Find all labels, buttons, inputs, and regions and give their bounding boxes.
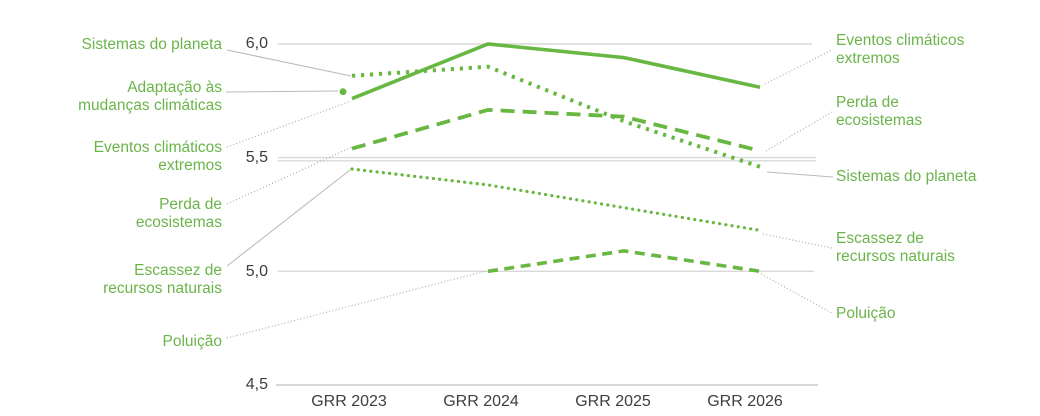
leader-left-poluicao (226, 270, 487, 339)
label-right-perda-de-ecosistemas: Perda de ecosistemas (836, 94, 923, 129)
label-left-poluicao: Poluição (162, 333, 222, 350)
x-tick-grr-2023: GRR 2023 (311, 393, 387, 410)
leader-right-poluicao (760, 273, 833, 314)
y-tick-6-0: 6,0 (245, 35, 268, 52)
line-poluicao (487, 249, 761, 274)
line-escassez-de-recursos-naturais (350, 167, 762, 232)
label-left-escassez-recursos-naturais: Escassez de recursos naturais (103, 262, 222, 297)
line-eventos-climaticos-extremos (351, 42, 761, 101)
label-right-eventos-climaticos-extremos: Eventos climáticos extremos (836, 32, 965, 67)
line-sistemas-do-planeta (351, 64, 761, 169)
y-tick-5-0: 5,0 (245, 263, 268, 280)
label-left-eventos-climaticos-extremos: Eventos climáticos extremos (93, 139, 222, 174)
y-tick-4-5: 4,5 (245, 376, 268, 393)
label-left-adaptacao-mudancas-climaticas: Adaptação às mudanças climáticas (78, 79, 222, 114)
leader-left-sistemas (226, 49, 352, 77)
line-perda-de-ecosistemas (351, 107, 761, 153)
label-right-sistemas-do-planeta: Sistemas do planeta (836, 168, 977, 185)
y-tick-5-5: 5,5 (245, 149, 268, 166)
leader-right-sistemas (766, 171, 834, 178)
label-left-perda-de-ecosistemas: Perda de ecosistemas (135, 196, 222, 231)
point-adaptacao-as-mudancas-climaticas (339, 88, 347, 96)
leader-left-escassez (226, 169, 351, 267)
leader-right-escassez (762, 233, 833, 249)
label-right-escassez-recursos-naturais: Escassez de recursos naturais (836, 230, 955, 265)
x-tick-grr-2024: GRR 2024 (443, 393, 519, 410)
label-left-sistemas-do-planeta: Sistemas do planeta (81, 36, 222, 53)
x-tick-grr-2025: GRR 2025 (575, 393, 651, 410)
leader-left-adaptacao (225, 90, 339, 93)
x-tick-grr-2026: GRR 2026 (707, 393, 783, 410)
leader-left-eventos (226, 100, 352, 148)
leader-right-eventos (764, 49, 833, 85)
leader-right-perda (765, 111, 833, 152)
label-right-poluicao: Poluição (836, 305, 896, 322)
